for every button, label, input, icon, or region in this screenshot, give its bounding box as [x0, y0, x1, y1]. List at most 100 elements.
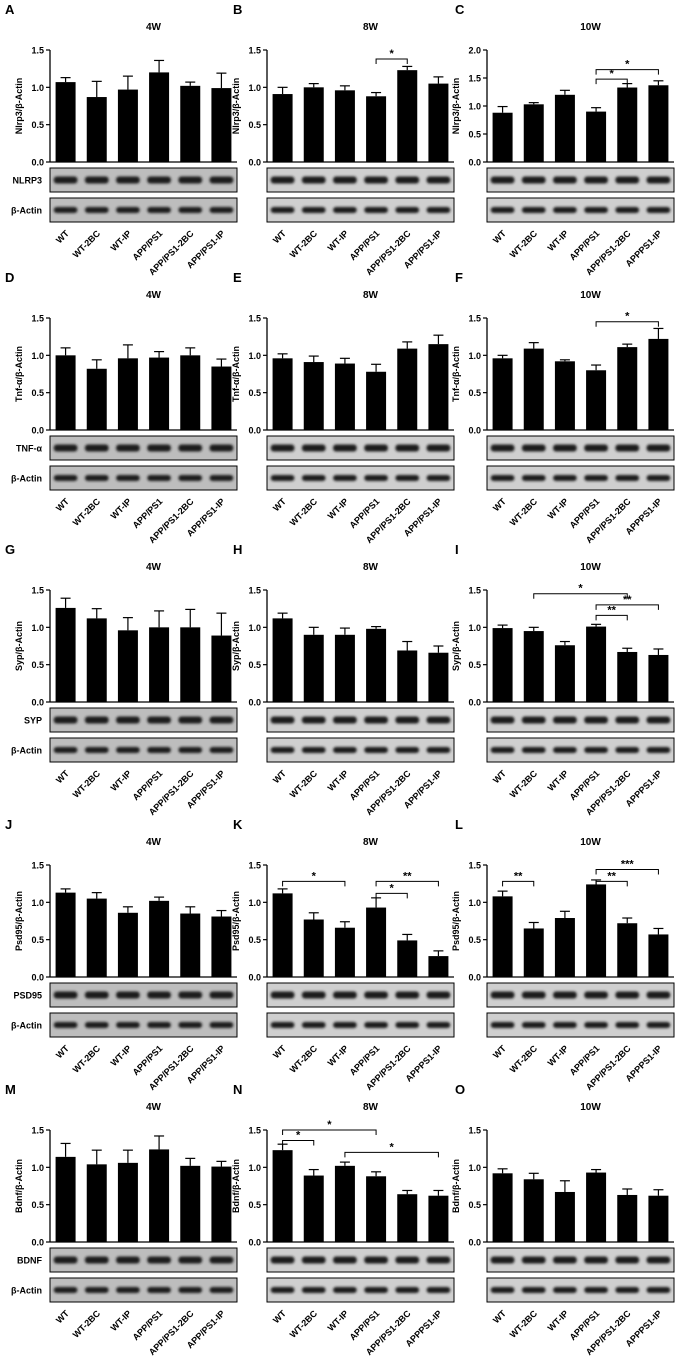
y-tick-label: 0.5 [31, 935, 44, 945]
bar [366, 371, 387, 430]
blot-band [209, 176, 234, 184]
blot-band [646, 716, 671, 724]
bar [366, 628, 387, 702]
y-tick-label: 1.5 [248, 586, 261, 596]
blot-band [147, 991, 171, 999]
y-tick-label: 1.5 [248, 861, 261, 871]
blot-band [209, 1022, 234, 1028]
blot-band [209, 1287, 234, 1293]
blot-band [615, 716, 640, 724]
blot-band [490, 1287, 515, 1293]
bar [492, 896, 513, 977]
blot-band [301, 1022, 326, 1028]
bar [648, 85, 669, 162]
blot-band [147, 716, 171, 724]
bar [523, 631, 544, 702]
blot-band [178, 176, 203, 184]
bar [149, 900, 170, 977]
y-tick-label: 0.5 [31, 1200, 44, 1210]
blot-band [301, 444, 326, 452]
bar [86, 1164, 107, 1242]
y-tick-label: 1.0 [31, 623, 44, 633]
y-tick-label: 0.0 [31, 973, 44, 983]
y-tick-label: 1.5 [468, 74, 481, 84]
blot-band [147, 475, 171, 481]
blot-band [270, 207, 295, 213]
bar [554, 1191, 575, 1242]
bar [149, 357, 170, 430]
significance-bracket [595, 614, 628, 621]
blot-band [553, 991, 577, 999]
bar [180, 913, 201, 977]
bar [272, 358, 293, 430]
blot-band [84, 1287, 109, 1293]
chart-title: 4W [146, 290, 162, 301]
bar [86, 368, 107, 430]
blot-band [53, 1022, 78, 1028]
blot-band [333, 207, 357, 213]
blot-band [395, 475, 420, 481]
blot-band [178, 716, 203, 724]
blot-band [364, 1287, 388, 1293]
y-tick-label: 1.5 [468, 586, 481, 596]
bar [211, 1166, 232, 1242]
bar [617, 347, 638, 430]
blot-band [646, 444, 671, 452]
blot-band [147, 1256, 171, 1264]
blot-band [178, 1256, 203, 1264]
blot-band [553, 1022, 577, 1028]
blot-band [490, 475, 515, 481]
y-tick-label: 0.5 [468, 660, 481, 670]
significance-bracket [595, 604, 659, 610]
blot-strip [486, 1247, 675, 1273]
bar [180, 627, 201, 702]
bar [272, 893, 293, 977]
bar [117, 1162, 138, 1242]
blot-label: β-Actin [11, 474, 42, 484]
blot-band [426, 991, 451, 999]
y-axis-label: Tnf-α/β-Actin [451, 346, 461, 402]
blot-band [426, 176, 451, 184]
significance-label: *** [621, 858, 635, 870]
blot-band [84, 176, 109, 184]
significance-bracket [282, 1139, 315, 1146]
y-tick-label: 0.5 [248, 388, 261, 398]
y-axis-label: Bdnf/β-Actin [231, 1159, 241, 1213]
blot-band [521, 207, 546, 213]
bar [428, 344, 449, 430]
blot-band [147, 1287, 171, 1293]
significance-label: * [390, 882, 395, 894]
bar [117, 630, 138, 702]
blot-band [426, 1022, 451, 1028]
blot-strip [266, 465, 455, 491]
blot-strip [49, 737, 238, 763]
blot-band [116, 1287, 140, 1293]
y-tick-label: 1.0 [31, 1163, 44, 1173]
y-tick-label: 1.5 [468, 1126, 481, 1136]
blot-band [490, 176, 515, 184]
y-tick-label: 1.0 [248, 898, 261, 908]
blot-strip [266, 982, 455, 1008]
blot-band [615, 176, 640, 184]
bar [334, 1165, 355, 1242]
bar [334, 927, 355, 977]
blot-band [333, 1256, 357, 1264]
blot-band [364, 475, 388, 481]
panel-letter: N [233, 1082, 242, 1097]
bar [303, 1175, 324, 1242]
bar [211, 635, 232, 702]
blot-band [178, 207, 203, 213]
bar [554, 361, 575, 430]
blot-band [84, 475, 109, 481]
blot-band [270, 747, 295, 753]
blot-band [209, 716, 234, 724]
blot-strip [486, 435, 675, 461]
chart-title: 10W [580, 562, 601, 573]
blot-band [209, 747, 234, 753]
blot-label: TNF-α [16, 444, 42, 454]
blot-band [209, 444, 234, 452]
bar [366, 907, 387, 977]
chart-title: 4W [146, 1102, 162, 1113]
y-tick-label: 0.0 [31, 1238, 44, 1248]
blot-strip [49, 982, 238, 1008]
